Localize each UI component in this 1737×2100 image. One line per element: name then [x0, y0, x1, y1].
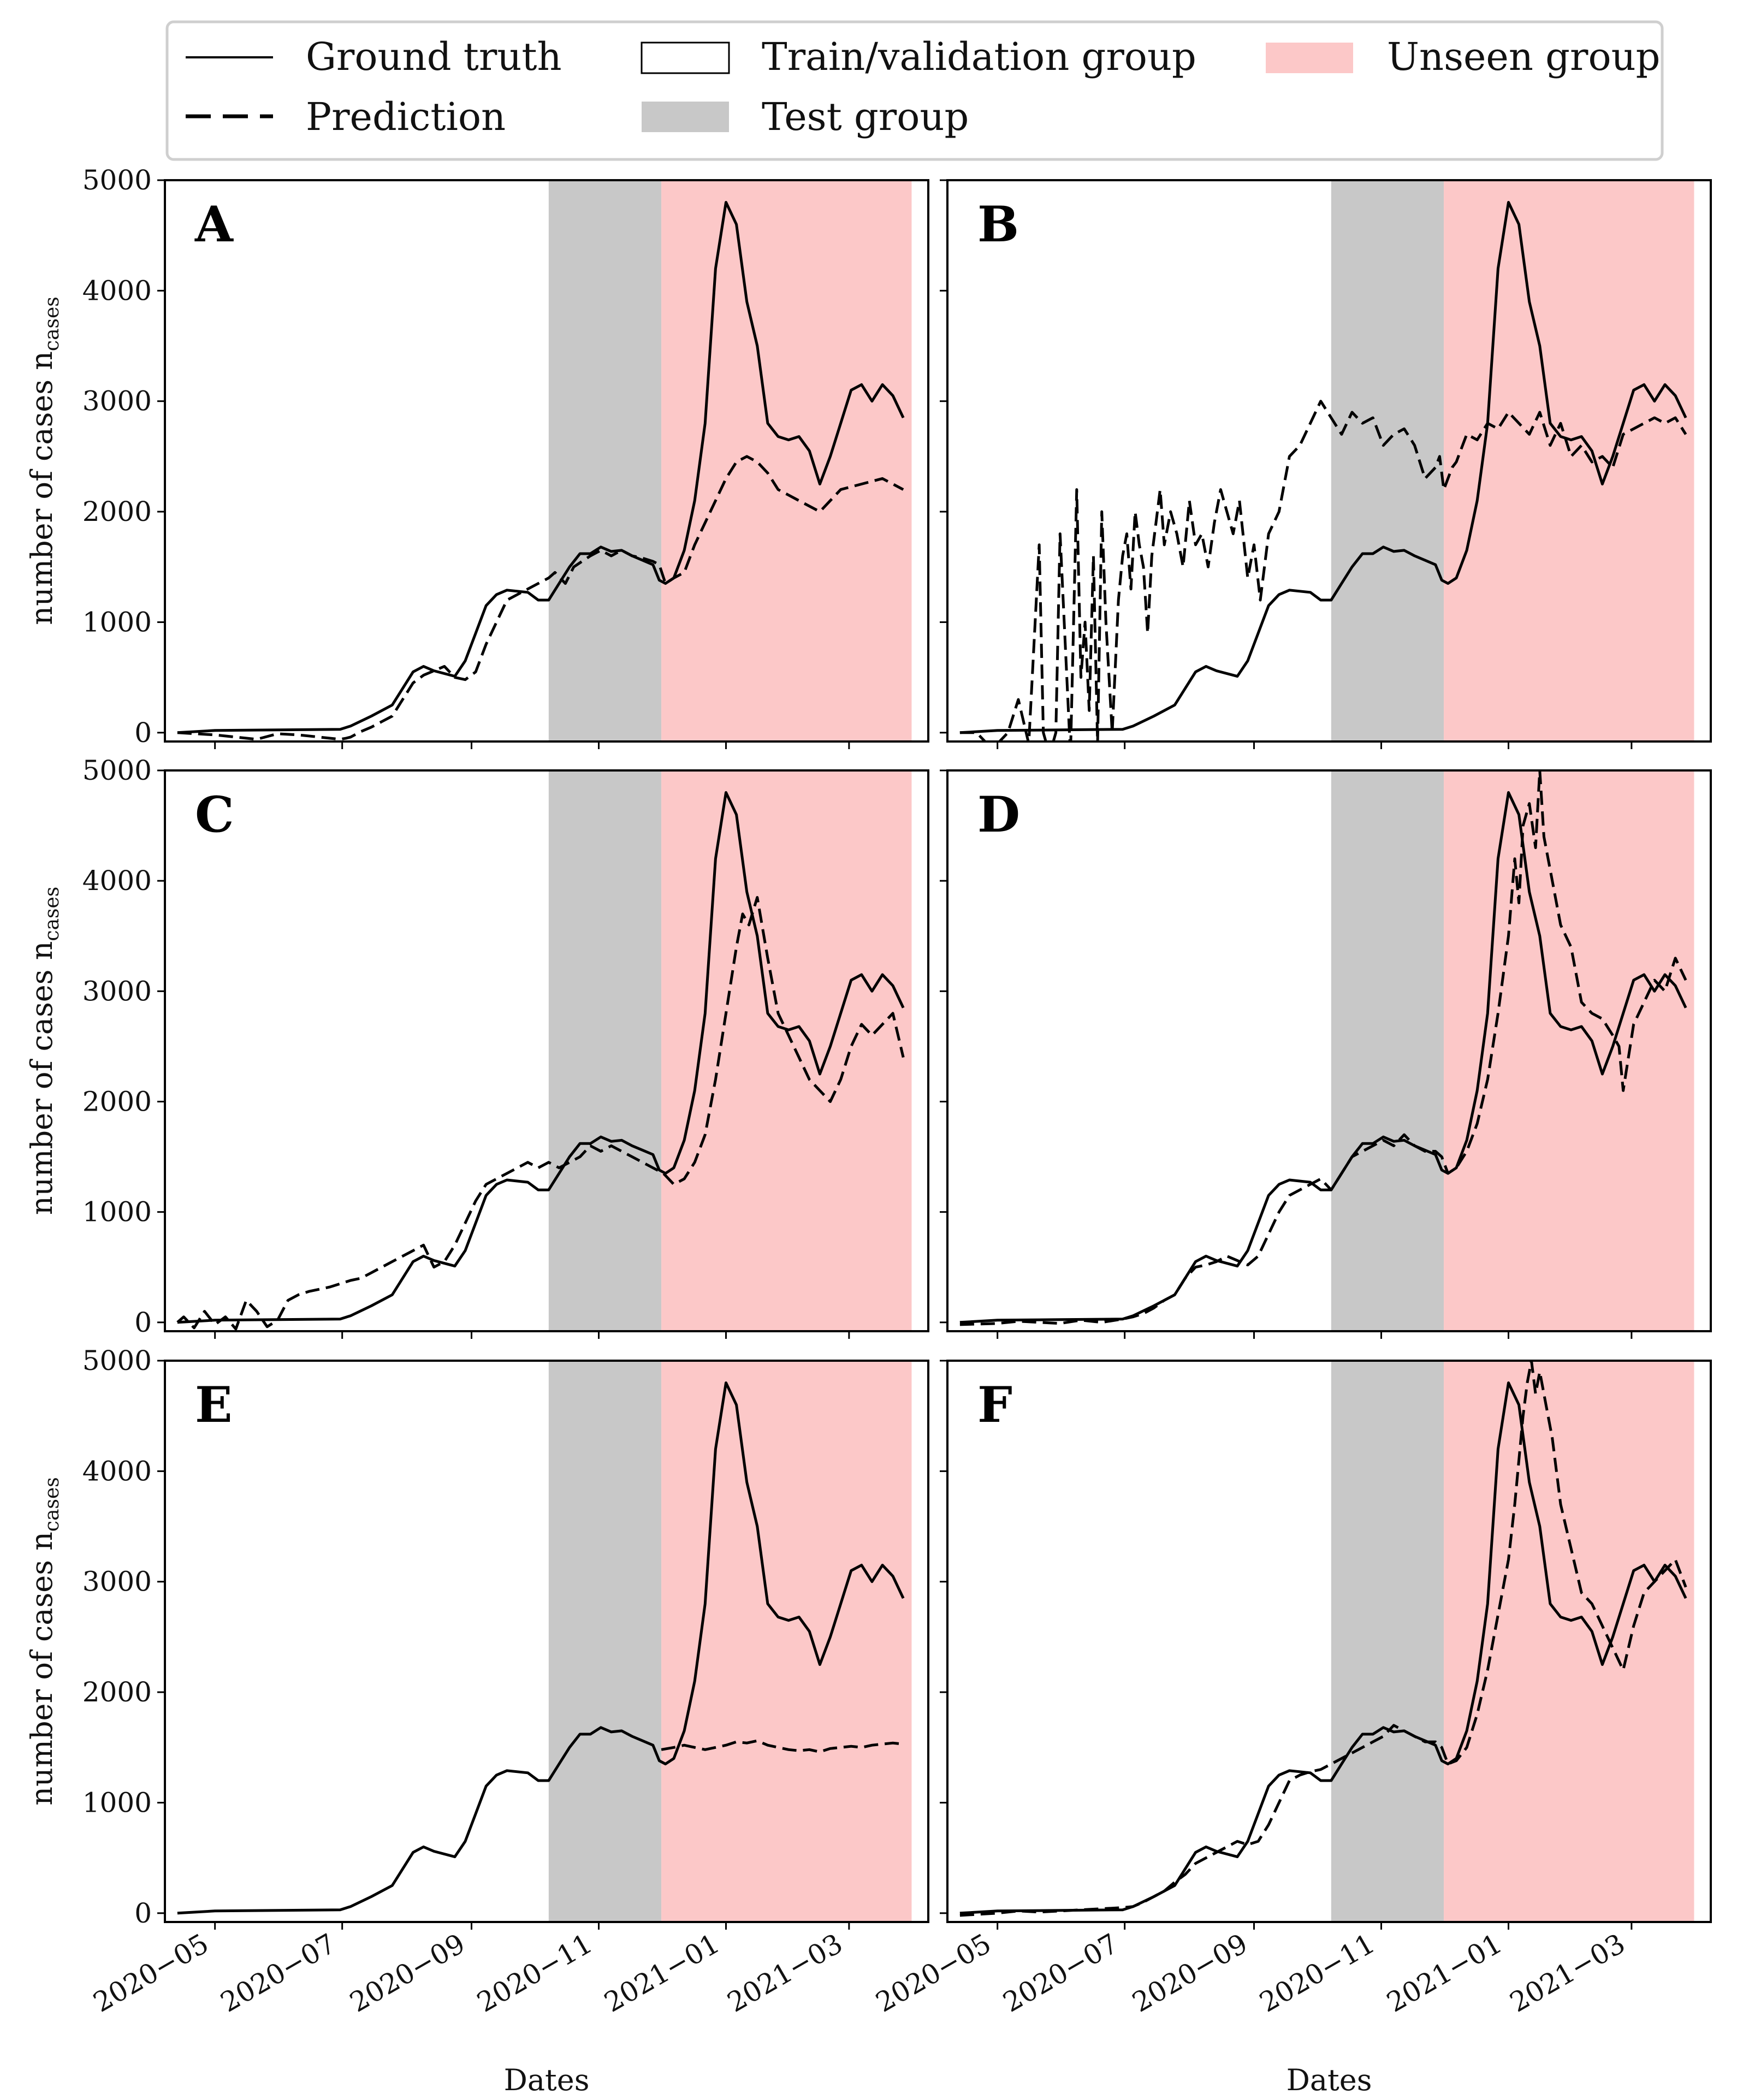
- y-tick-label: 5000: [82, 1345, 152, 1377]
- y-tick-label: 1000: [82, 606, 152, 638]
- y-tick-label: 3000: [82, 975, 152, 1007]
- test-group-region: [1331, 180, 1444, 741]
- y-axis-title: number of cases ncases: [25, 1477, 63, 1806]
- y-tick-label: 3000: [82, 385, 152, 417]
- unseen-group-region: [661, 1361, 912, 1922]
- unseen-group-region: [1444, 770, 1694, 1331]
- panel-letter: C: [195, 786, 234, 844]
- y-tick-label: 0: [134, 717, 152, 749]
- legend-unseen-group-label: Unseen group: [1387, 34, 1661, 79]
- legend: Ground truth Prediction Train/validation…: [165, 20, 1664, 161]
- test-group-region: [548, 770, 662, 1331]
- ground-truth-line: [959, 201, 1687, 734]
- y-axis-title: number of cases ncases: [25, 296, 63, 625]
- legend-ground-truth-label: Ground truth: [306, 34, 562, 79]
- panel-letter: D: [977, 786, 1020, 844]
- x-axis-title: Dates: [1287, 2063, 1372, 2097]
- panel-b: B: [940, 179, 1712, 749]
- legend-test-group-swatch: [642, 102, 729, 132]
- panel-frame: [946, 179, 1712, 743]
- y-tick-label: 0: [134, 1307, 152, 1338]
- x-tick-label: 2020−09: [345, 1927, 471, 2019]
- y-axis-title-main: number of cases n: [25, 351, 59, 625]
- y-tick-label: 5000: [82, 164, 152, 196]
- unseen-group-region: [661, 180, 912, 741]
- x-tick-label: 2021−03: [722, 1927, 848, 2019]
- y-tick-label: 3000: [82, 1566, 152, 1598]
- ground-truth-line: [177, 1381, 905, 1915]
- y-axis-title-subscript: cases: [41, 1477, 63, 1532]
- prediction-line: [661, 1739, 904, 1753]
- y-axis-title-subscript: cases: [41, 296, 63, 351]
- legend-train-validation-swatch: [641, 41, 730, 74]
- test-group-region: [548, 1361, 662, 1922]
- panel-letter: B: [977, 195, 1019, 253]
- x-tick-label: 2020−09: [1127, 1927, 1253, 2019]
- x-tick-label: 2021−03: [1504, 1927, 1631, 2019]
- x-tick-label: 2020−07: [215, 1927, 341, 2019]
- y-tick-label: 4000: [82, 1455, 152, 1487]
- panel-letter: F: [977, 1376, 1012, 1434]
- prediction-line: [959, 1361, 1687, 1917]
- x-tick-label: 2020−07: [998, 1927, 1124, 2019]
- ground-truth-line: [959, 1381, 1687, 1915]
- panel-d: D: [940, 769, 1712, 1339]
- panel-a: A 0 1000 2000 3000 4000 5000 number of cases nc…: [25, 164, 929, 749]
- y-tick-label: 4000: [82, 865, 152, 897]
- y-axis-title-main: number of cases n: [25, 941, 59, 1215]
- x-tick-label: 2021−01: [1382, 1927, 1508, 2019]
- legend-test-group-label: Test group: [762, 94, 969, 139]
- ground-truth-line: [177, 791, 905, 1324]
- test-group-region: [1331, 770, 1444, 1331]
- panel-letter: A: [194, 195, 234, 253]
- panel-frame: [164, 769, 929, 1332]
- x-tick-label: 2020−05: [88, 1927, 214, 2019]
- prediction-line: [176, 896, 905, 1331]
- x-tick-label: 2021−01: [599, 1927, 725, 2019]
- legend-train-validation-label: Train/validation group: [762, 34, 1196, 79]
- panel-f: F 2020−05 2020−07 2020−09 2020−11 2021−012021…: [870, 1360, 1712, 2097]
- y-tick-label: 2000: [82, 1085, 152, 1117]
- y-axis-title: number of cases ncases: [25, 887, 63, 1215]
- x-tick-label: 2020−11: [472, 1927, 598, 2019]
- legend-prediction-label: Prediction: [306, 94, 506, 139]
- legend-unseen-group-swatch: [1266, 43, 1353, 73]
- y-tick-label: 2000: [82, 1676, 152, 1708]
- unseen-group-region: [661, 770, 912, 1331]
- prediction-line: [177, 455, 904, 741]
- y-axis-title-main: number of cases n: [25, 1532, 59, 1806]
- prediction-line: [959, 770, 1687, 1326]
- unseen-group-region: [1444, 180, 1694, 741]
- unseen-group-region: [1444, 1361, 1694, 1922]
- y-tick-label: 1000: [82, 1196, 152, 1228]
- test-group-region: [548, 180, 662, 741]
- panel-frame: [164, 1360, 929, 1923]
- y-tick-label: 1000: [82, 1787, 152, 1818]
- test-group-region: [1331, 1361, 1444, 1922]
- x-tick-label: 2020−11: [1254, 1927, 1380, 2019]
- y-tick-label: 4000: [82, 275, 152, 306]
- panel-c: C 0 1000 2000 3000 4000 5000 number of cases nc…: [25, 755, 929, 1339]
- y-tick-label: 0: [134, 1897, 152, 1929]
- x-tick-label: 2020−05: [870, 1927, 997, 2019]
- y-axis-title-subscript: cases: [41, 887, 63, 941]
- panel-frame: [946, 1360, 1712, 1923]
- panel-frame: [946, 769, 1712, 1332]
- panel-frame: [164, 179, 929, 743]
- panel-letter: E: [195, 1376, 233, 1434]
- y-tick-label: 5000: [82, 755, 152, 786]
- y-tick-label: 2000: [82, 496, 152, 527]
- x-axis-title: Dates: [504, 2063, 590, 2097]
